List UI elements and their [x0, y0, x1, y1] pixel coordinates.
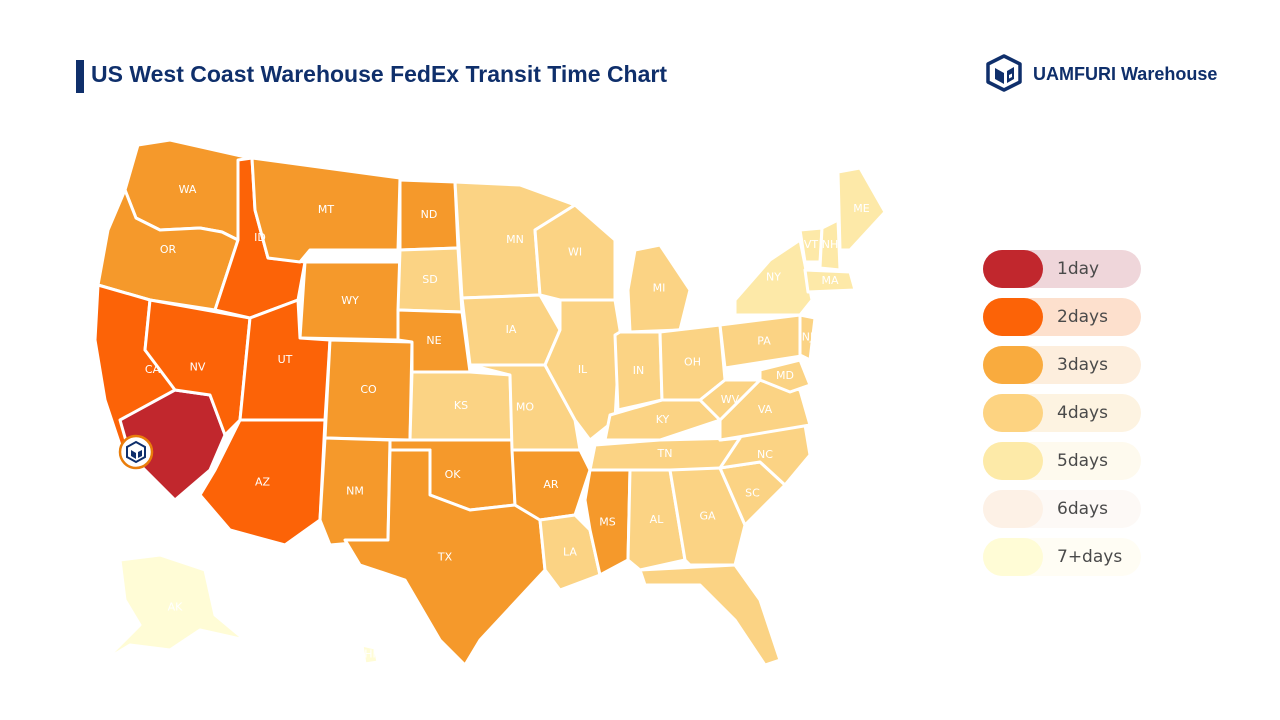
- legend-label: 7+days: [1057, 547, 1123, 567]
- legend: 1day 2days 3days 4days 5days 6days 7+days: [983, 250, 1143, 586]
- state-label-vt: VT: [804, 238, 819, 251]
- page-title: US West Coast Warehouse FedEx Transit Ti…: [91, 61, 667, 87]
- state-label-nh: NH: [822, 238, 839, 251]
- state-md[interactable]: [758, 358, 812, 394]
- legend-label: 4days: [1057, 403, 1108, 423]
- state-nh[interactable]: [818, 218, 842, 272]
- legend-item-4days: 4days: [983, 394, 1141, 432]
- state-label-mo: MO: [516, 401, 534, 414]
- legend-item-7+days: 7+days: [983, 538, 1141, 576]
- legend-label: 1day: [1057, 259, 1100, 279]
- legend-label: 3days: [1057, 355, 1108, 375]
- state-me[interactable]: [836, 166, 887, 252]
- state-il[interactable]: [543, 298, 622, 442]
- state-label-ga: GA: [699, 510, 716, 523]
- state-nj[interactable]: [798, 313, 817, 362]
- state-label-ca: CA: [145, 363, 161, 376]
- legend-swatch: [983, 394, 1043, 432]
- legend-swatch: [983, 346, 1043, 384]
- state-label-wv: WV: [721, 393, 740, 406]
- legend-swatch: [983, 442, 1043, 480]
- state-label-co: CO: [360, 383, 377, 396]
- state-label-in: IN: [633, 364, 644, 377]
- state-label-ne: NE: [426, 334, 441, 347]
- state-label-nv: NV: [190, 361, 206, 374]
- state-label-va: VA: [758, 403, 773, 416]
- legend-item-3days: 3days: [983, 346, 1141, 384]
- state-label-nd: ND: [421, 208, 438, 221]
- state-al[interactable]: [626, 468, 687, 572]
- legend-swatch: [983, 538, 1043, 576]
- state-label-mi: MI: [653, 282, 666, 295]
- state-tx[interactable]: [343, 448, 547, 667]
- state-label-mn: MN: [506, 233, 524, 246]
- title-accent-bar: [76, 60, 84, 93]
- state-label-il: IL: [578, 363, 588, 376]
- legend-label: 5days: [1057, 451, 1108, 471]
- state-label-hi: HI: [364, 648, 376, 661]
- state-label-wi: WI: [568, 246, 582, 259]
- state-label-or: OR: [160, 243, 177, 256]
- brand-name: UAMFURI Warehouse: [1033, 64, 1218, 84]
- state-label-az: AZ: [255, 476, 271, 489]
- legend-item-5days: 5days: [983, 442, 1141, 480]
- state-fl[interactable]: [638, 563, 782, 667]
- state-label-nc: NC: [757, 448, 773, 461]
- state-label-tn: TN: [657, 447, 673, 460]
- state-label-tx: TX: [437, 551, 453, 564]
- state-label-oh: OH: [684, 356, 701, 369]
- legend-label: 2days: [1057, 307, 1108, 327]
- state-label-ma: MA: [821, 274, 838, 287]
- state-label-ar: AR: [543, 478, 559, 491]
- legend-item-2days: 2days: [983, 298, 1141, 336]
- state-label-ak: AK: [168, 601, 184, 614]
- state-label-sd: SD: [422, 273, 437, 286]
- state-label-wa: WA: [179, 183, 197, 196]
- state-label-wy: WY: [341, 294, 359, 307]
- state-label-id: ID: [254, 231, 266, 244]
- legend-swatch: [983, 250, 1043, 288]
- warehouse-pin-icon[interactable]: [118, 434, 154, 470]
- legend-label: 6days: [1057, 499, 1108, 519]
- state-label-ky: KY: [656, 413, 670, 426]
- legend-swatch: [983, 490, 1043, 528]
- state-label-sc: SC: [745, 487, 760, 500]
- state-label-al: AL: [650, 513, 665, 526]
- state-hi[interactable]: [360, 643, 380, 666]
- state-label-nm: NM: [346, 485, 364, 498]
- state-label-nj: NJ: [802, 331, 813, 344]
- legend-swatch: [983, 298, 1043, 336]
- state-label-ia: IA: [506, 323, 517, 336]
- state-label-ny: NY: [766, 271, 781, 284]
- state-label-md: MD: [776, 369, 794, 382]
- state-label-ms: MS: [599, 516, 615, 529]
- state-label-mt: MT: [318, 203, 334, 216]
- state-ak[interactable]: [103, 553, 247, 662]
- state-label-pa: PA: [757, 335, 771, 348]
- state-ma[interactable]: [803, 268, 857, 294]
- state-nc[interactable]: [718, 423, 812, 487]
- cube-logo-icon: [986, 54, 1022, 92]
- state-label-fl: FL: [704, 608, 717, 621]
- state-label-me: ME: [853, 202, 869, 215]
- legend-item-1day: 1day: [983, 250, 1141, 288]
- state-label-la: LA: [563, 546, 577, 559]
- state-label-ut: UT: [278, 353, 293, 366]
- state-label-ok: OK: [445, 468, 462, 481]
- state-label-ks: KS: [454, 399, 468, 412]
- state-ny[interactable]: [733, 238, 814, 317]
- legend-item-6days: 6days: [983, 490, 1141, 528]
